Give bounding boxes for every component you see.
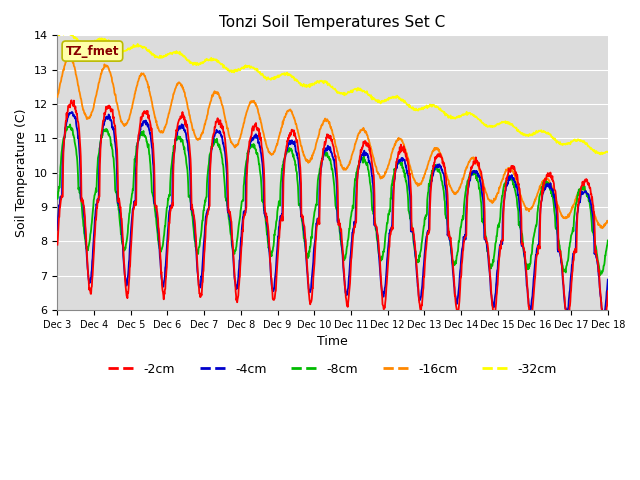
Y-axis label: Soil Temperature (C): Soil Temperature (C) xyxy=(15,108,28,237)
Legend: -2cm, -4cm, -8cm, -16cm, -32cm: -2cm, -4cm, -8cm, -16cm, -32cm xyxy=(104,358,562,381)
Text: TZ_fmet: TZ_fmet xyxy=(66,45,119,58)
Title: Tonzi Soil Temperatures Set C: Tonzi Soil Temperatures Set C xyxy=(220,15,445,30)
X-axis label: Time: Time xyxy=(317,336,348,348)
